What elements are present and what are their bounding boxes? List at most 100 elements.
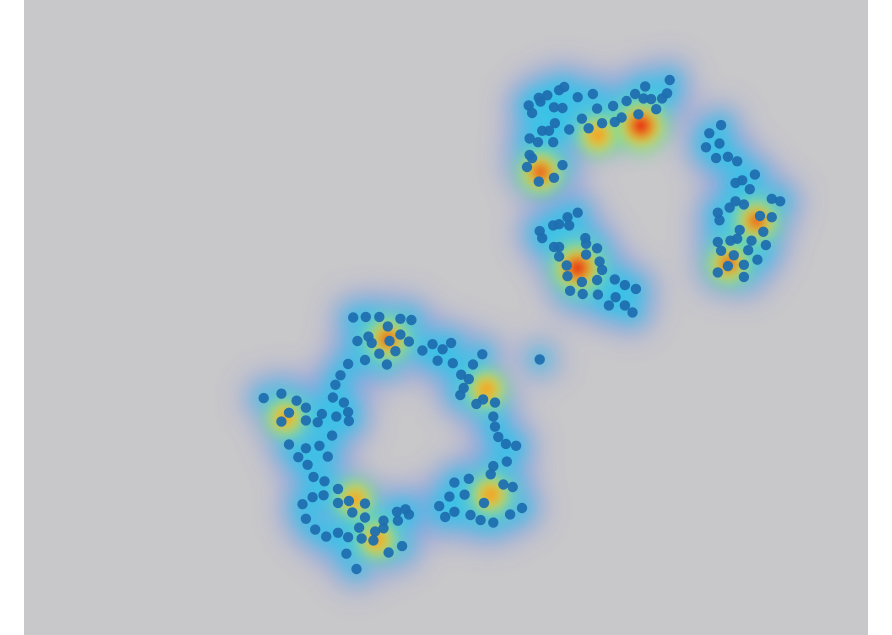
data-point [366,337,377,349]
data-point [619,300,631,311]
data-point [594,256,605,267]
data-point [728,250,739,261]
data-point [276,416,287,427]
data-point [704,128,715,139]
data-point [710,152,722,164]
data-point [564,285,576,296]
data-point [283,439,295,450]
data-point [478,497,490,509]
data-point [553,85,565,96]
data-point [580,232,591,244]
data-point [510,440,522,451]
data-point [332,527,344,538]
density-peak-inner [477,380,496,399]
data-point [722,260,734,272]
data-point [754,210,766,222]
data-point [440,511,451,523]
data-point [291,395,302,406]
data-point [488,411,499,422]
data-point [319,476,330,487]
data-point [700,142,712,153]
data-point [444,491,455,502]
data-point [564,220,575,231]
data-point [447,358,458,369]
data-point [576,276,588,288]
data-point [766,193,777,204]
data-point [300,513,312,524]
data-point [312,417,323,428]
data-point [427,339,438,350]
data-point [629,88,641,100]
data-point [619,279,631,291]
data-point [403,509,415,520]
data-point [343,415,355,427]
data-point [725,235,736,246]
data-point [712,236,723,248]
data-point [331,411,342,422]
data-point [374,348,385,359]
data-point [766,212,777,223]
data-point [489,397,501,408]
data-point [403,336,415,347]
data-point [743,245,754,256]
data-point [343,495,355,507]
data-point [293,452,304,463]
data-point [459,489,470,500]
data-point [392,515,404,526]
data-point [347,507,358,518]
data-point [562,271,573,282]
data-point [477,394,489,405]
data-point [300,415,312,426]
data-point [307,492,318,503]
data-point [342,532,354,543]
right-margin [868,0,892,635]
data-point [434,500,445,512]
data-point [489,421,501,432]
data-point [661,88,673,99]
data-point [498,479,509,490]
data-point [456,369,467,380]
data-point [591,103,603,114]
data-point [353,522,365,533]
data-point [395,313,406,324]
data-point [378,515,389,526]
data-point [332,497,344,509]
data-point [533,176,544,187]
data-point [577,288,588,300]
data-point [548,102,560,113]
data-point [572,92,583,103]
data-point [715,245,727,256]
data-point [734,224,745,236]
data-point [406,314,417,326]
data-point [297,499,308,510]
data-point [730,196,741,207]
data-point [368,535,379,546]
data-point [501,456,512,467]
data-point [651,104,662,115]
data-point [322,451,333,462]
data-point [390,346,401,357]
data-point [610,292,621,303]
data-point [258,392,269,404]
data-point [549,118,561,129]
data-point [548,241,560,253]
data-point [738,259,750,270]
data-point [359,512,371,523]
data-point [722,151,734,162]
data-point [533,92,544,104]
density-peak-inner [588,126,608,145]
data-point [645,93,657,105]
data-point [475,514,486,526]
data-point [359,498,371,509]
data-point [396,540,408,552]
data-point [369,526,381,537]
data-point [488,517,499,528]
data-point [532,137,544,148]
data-point [507,481,518,493]
data-point [300,443,312,454]
data-point [445,337,457,349]
data-point [359,354,371,366]
data-point [561,260,572,271]
data-point [432,355,443,366]
